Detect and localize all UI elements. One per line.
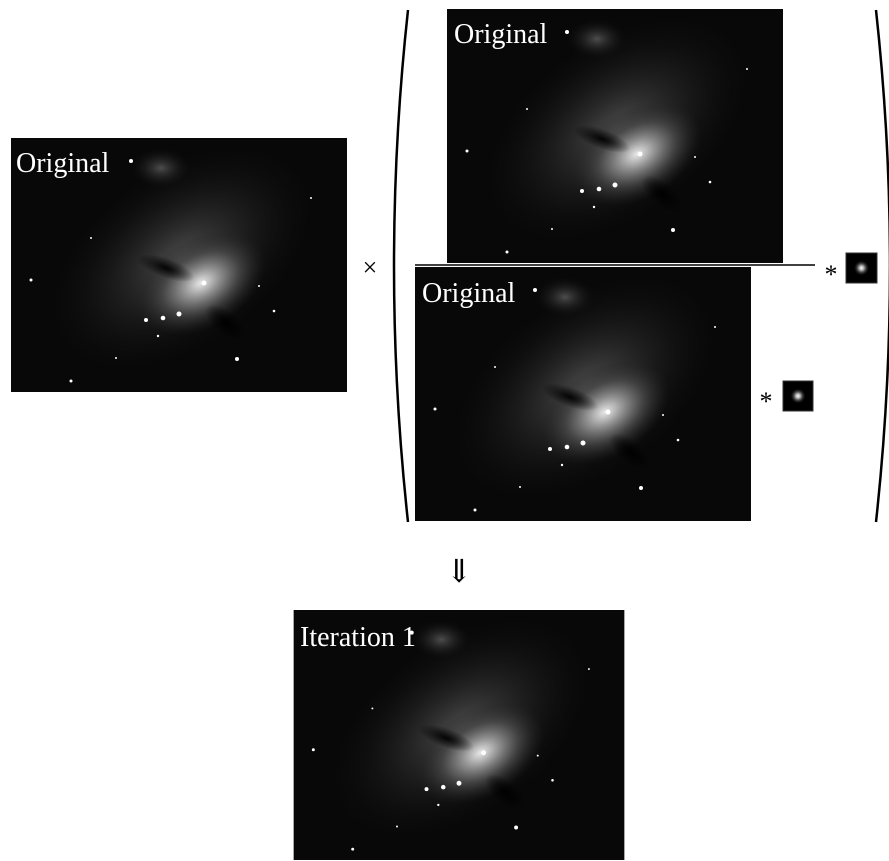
right-paren <box>876 10 889 522</box>
panel-left: Original <box>7 98 356 418</box>
panel-label: Iteration 1 <box>300 622 416 653</box>
diagram: Original × Original * Original * ⇓ Itera… <box>0 0 889 861</box>
panel-bottom-fraction: Original <box>411 227 760 547</box>
panel-result: Iteration 1 <box>289 571 632 861</box>
psf-kernel <box>783 381 813 411</box>
multiply-sign: × <box>363 253 378 282</box>
left-paren <box>394 10 408 522</box>
psf-kernel <box>846 253 877 283</box>
convolve-sign: * <box>760 387 773 416</box>
panel-label: Original <box>454 19 548 50</box>
down-arrow: ⇓ <box>446 553 473 589</box>
panel-label: Original <box>422 278 516 309</box>
convolve-sign: * <box>825 260 838 289</box>
panel-top: Original <box>443 0 792 289</box>
panel-label: Original <box>16 148 110 179</box>
